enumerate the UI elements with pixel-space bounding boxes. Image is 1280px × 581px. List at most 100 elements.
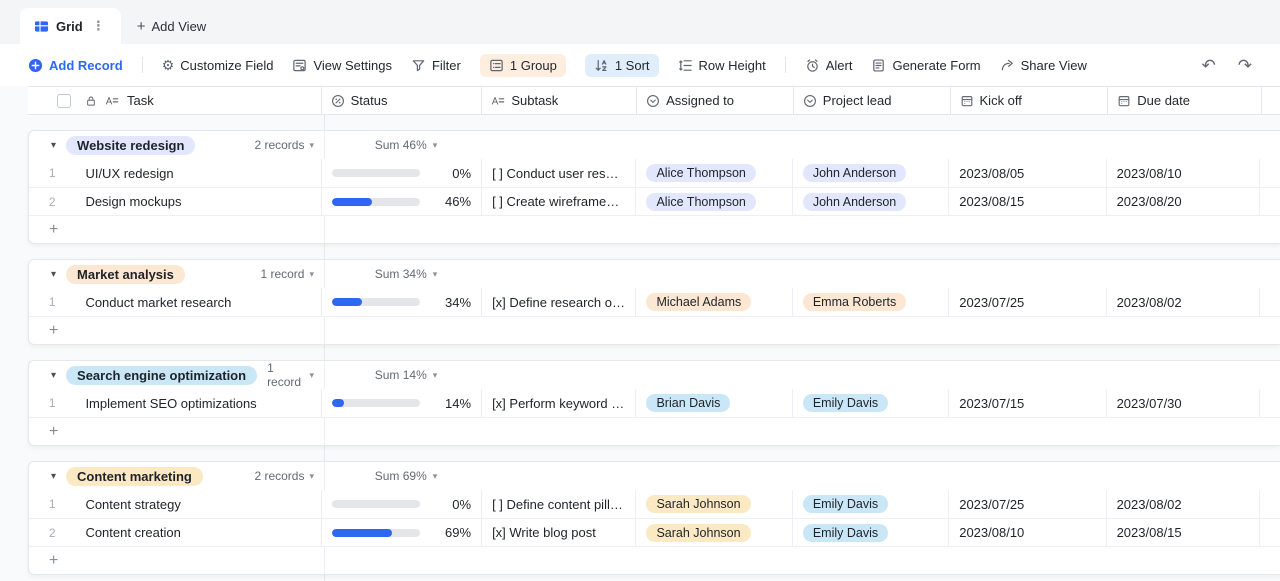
kick-off-cell[interactable]: 2023/08/10 <box>949 519 1107 546</box>
task-cell[interactable]: Conduct market research <box>75 288 322 316</box>
add-record-row[interactable]: + <box>29 417 1280 445</box>
group-button[interactable]: 1 Group <box>479 53 566 77</box>
customize-field-label: Customize Field <box>180 57 274 73</box>
subtask-cell[interactable]: [ ] Conduct user resear... <box>482 159 637 187</box>
due-date-cell[interactable]: 2023/08/15 <box>1107 519 1260 546</box>
kick-off-cell[interactable]: 2023/07/25 <box>949 288 1107 316</box>
task-cell[interactable]: Implement SEO optimizations <box>75 389 322 417</box>
form-document-icon <box>873 58 885 72</box>
kick-off-cell[interactable]: 2023/08/05 <box>949 159 1107 187</box>
group-records-dropdown[interactable]: 2 records ▾ <box>254 469 314 483</box>
column-header-due-date[interactable]: Due date <box>1108 87 1262 114</box>
row-sliver <box>1260 389 1280 417</box>
subtask-cell[interactable]: [x] Define research obj... <box>482 288 637 316</box>
add-record-row-left[interactable]: + <box>29 216 325 243</box>
assigned-to-cell[interactable]: Sarah Johnson <box>636 490 793 518</box>
view-tab-bar: Grid ⋮ + Add View <box>0 0 1280 44</box>
table-row[interactable]: 1 Implement SEO optimizations 14% [x] Pe… <box>29 389 1280 417</box>
group-sum-dropdown[interactable]: Sum 14% ▾ <box>325 368 487 382</box>
status-cell[interactable]: 34% <box>322 288 483 316</box>
redo-button[interactable]: ↷ <box>1237 55 1252 75</box>
column-header-project-lead[interactable]: Project lead <box>794 87 951 114</box>
due-date-cell[interactable]: 2023/08/20 <box>1107 188 1260 215</box>
due-date-cell[interactable]: 2023/08/02 <box>1107 288 1260 316</box>
subtask-cell[interactable]: [ ] Define content pillar... <box>482 490 637 518</box>
add-record-button[interactable]: Add Record <box>28 58 123 73</box>
task-cell[interactable]: Design mockups <box>75 188 322 215</box>
column-header-assigned-to[interactable]: Assigned to <box>637 87 794 114</box>
generate-form-button[interactable]: Generate Form <box>871 57 981 73</box>
add-record-row-left[interactable]: + <box>29 547 325 574</box>
due-date-cell[interactable]: 2023/08/02 <box>1107 490 1260 518</box>
collapse-group-icon[interactable]: ▾ <box>51 369 57 381</box>
status-cell[interactable]: 14% <box>322 389 483 417</box>
task-cell[interactable]: UI/UX redesign <box>75 159 322 187</box>
table-row[interactable]: 1 UI/UX redesign 0% [ ] Conduct user res… <box>29 159 1280 187</box>
status-cell[interactable]: 69% <box>322 519 483 546</box>
group-records-dropdown[interactable]: 1 record ▾ <box>260 267 314 281</box>
add-record-row[interactable]: + <box>29 215 1280 243</box>
group-name-badge: Search engine optimization <box>66 365 258 385</box>
task-cell[interactable]: Content strategy <box>75 490 322 518</box>
assigned-to-cell[interactable]: Michael Adams <box>636 288 793 316</box>
column-header-task[interactable]: Task <box>28 87 322 114</box>
kick-off-cell[interactable]: 2023/07/15 <box>949 389 1107 417</box>
customize-field-button[interactable]: ⚙ Customize Field <box>162 58 274 73</box>
add-record-row-left[interactable]: + <box>29 418 325 445</box>
column-header-subtask[interactable]: Subtask <box>482 87 638 114</box>
subtask-cell[interactable]: [ ] Create wireframes a... <box>482 188 637 215</box>
column-header-kick-off[interactable]: Kick off <box>951 87 1109 114</box>
due-date-cell[interactable]: 2023/08/10 <box>1107 159 1260 187</box>
add-record-label: Add Record <box>49 57 123 73</box>
generate-form-label: Generate Form <box>892 57 981 73</box>
group-records-dropdown[interactable]: 1 record ▾ <box>267 361 314 389</box>
table-row[interactable]: 2 Design mockups 46% [ ] Create wirefram… <box>29 187 1280 215</box>
group-sum-dropdown[interactable]: Sum 34% ▾ <box>325 267 487 281</box>
project-lead-cell[interactable]: John Anderson <box>793 188 950 215</box>
undo-button[interactable]: ↶ <box>1201 55 1216 75</box>
kick-off-cell[interactable]: 2023/07/25 <box>949 490 1107 518</box>
collapse-group-icon[interactable]: ▾ <box>51 470 57 482</box>
kick-off-cell[interactable]: 2023/08/15 <box>949 188 1107 215</box>
tab-menu-kebab-icon[interactable]: ⋮ <box>91 18 105 33</box>
status-cell[interactable]: 0% <box>322 490 483 518</box>
due-date-cell[interactable]: 2023/07/30 <box>1107 389 1260 417</box>
progress-percent: 34% <box>445 294 472 310</box>
table-row[interactable]: 1 Content strategy 0% [ ] Define content… <box>29 490 1280 518</box>
select-all-checkbox[interactable] <box>57 93 71 108</box>
progress-track <box>331 197 420 206</box>
column-header-status[interactable]: Status <box>322 87 483 114</box>
assigned-to-cell[interactable]: Alice Thompson <box>636 159 793 187</box>
table-row[interactable]: 2 Content creation 69% [x] Write blog po… <box>29 518 1280 546</box>
add-record-row[interactable]: + <box>29 546 1280 574</box>
collapse-group-icon[interactable]: ▾ <box>51 139 57 151</box>
project-lead-cell[interactable]: John Anderson <box>793 159 950 187</box>
project-lead-cell[interactable]: Emily Davis <box>793 389 950 417</box>
tab-grid-view[interactable]: Grid ⋮ <box>20 8 121 44</box>
add-record-row-left[interactable]: + <box>29 317 325 344</box>
group-sum-dropdown[interactable]: Sum 69% ▾ <box>325 469 487 483</box>
alert-button[interactable]: Alert <box>805 58 852 73</box>
subtask-cell[interactable]: [x] Perform keyword re... <box>482 389 637 417</box>
add-record-row[interactable]: + <box>29 316 1280 344</box>
collapse-group-icon[interactable]: ▾ <box>51 268 57 280</box>
project-lead-cell[interactable]: Emily Davis <box>793 490 950 518</box>
assigned-to-cell[interactable]: Brian Davis <box>636 389 793 417</box>
share-view-button[interactable]: Share View <box>1000 58 1087 73</box>
project-lead-cell[interactable]: Emily Davis <box>793 519 950 546</box>
filter-button[interactable]: Filter <box>411 58 461 73</box>
project-lead-cell[interactable]: Emma Roberts <box>793 288 950 316</box>
status-cell[interactable]: 46% <box>322 188 483 215</box>
add-view-button[interactable]: + Add View <box>121 8 222 44</box>
subtask-cell[interactable]: [x] Write blog post <box>482 519 637 546</box>
task-cell[interactable]: Content creation <box>75 519 322 546</box>
sort-button[interactable]: 1 Sort <box>584 53 659 77</box>
view-settings-button[interactable]: View Settings <box>292 58 392 73</box>
assigned-to-cell[interactable]: Sarah Johnson <box>636 519 793 546</box>
group-sum-dropdown[interactable]: Sum 46% ▾ <box>325 138 487 152</box>
assigned-to-cell[interactable]: Alice Thompson <box>636 188 793 215</box>
row-height-button[interactable]: Row Height <box>678 58 766 73</box>
status-cell[interactable]: 0% <box>322 159 483 187</box>
group-records-dropdown[interactable]: 2 records ▾ <box>254 138 314 152</box>
table-row[interactable]: 1 Conduct market research 34% [x] Define… <box>29 288 1280 316</box>
